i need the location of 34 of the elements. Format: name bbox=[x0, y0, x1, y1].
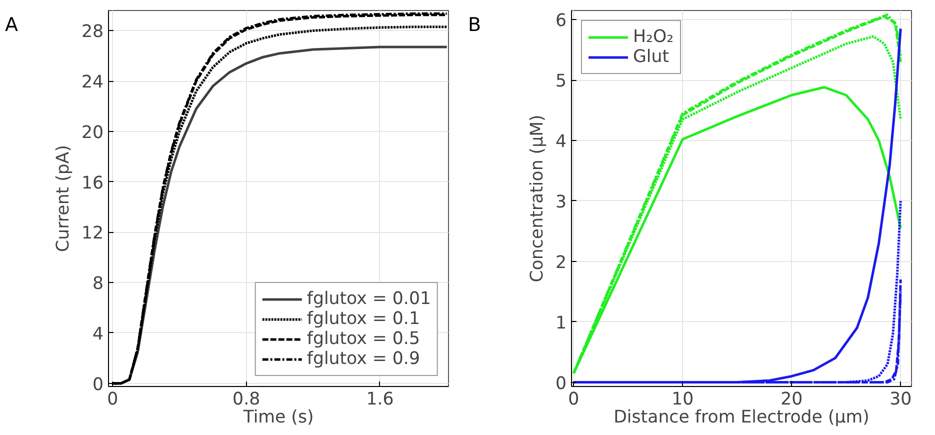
legend-label: H₂O₂ bbox=[633, 27, 674, 47]
y-tick-label: 0 bbox=[555, 374, 567, 394]
legend-label: fglutox = 0.5 bbox=[306, 329, 420, 349]
y-tick-label: 1 bbox=[555, 313, 567, 334]
y-tick-label: 3 bbox=[555, 192, 567, 212]
y-tick-label: 4 bbox=[555, 132, 567, 152]
legend-label: fglutox = 0.1 bbox=[306, 309, 420, 329]
x-tick-label: 0 bbox=[568, 390, 580, 410]
x-tick-label: 30 bbox=[890, 390, 912, 410]
x-tick-label: 20 bbox=[780, 390, 803, 410]
x-tick-label: 1.6 bbox=[366, 390, 394, 410]
y-tick-label: 5 bbox=[555, 72, 567, 92]
x-tick-label: 0.8 bbox=[232, 390, 260, 410]
y-tick-label: 28 bbox=[81, 22, 104, 42]
y-tick-label: 0 bbox=[92, 374, 104, 395]
y-tick-label: 4 bbox=[92, 324, 104, 344]
y-tick-label: 16 bbox=[81, 173, 104, 194]
text: A bbox=[5, 13, 18, 38]
x-axis-title: Time (s) bbox=[242, 408, 314, 428]
y-axis-title: Current (pA) bbox=[53, 145, 74, 252]
x-axis-title: Distance from Electrode (µm) bbox=[614, 408, 870, 428]
y-tick-label: 24 bbox=[81, 72, 104, 93]
y-tick-label: 20 bbox=[81, 122, 104, 143]
legend-label: fglutox = 0.01 bbox=[306, 289, 431, 309]
y-tick-label: 8 bbox=[92, 274, 104, 294]
y-tick-label: 2 bbox=[555, 252, 567, 273]
legend-label: Glut bbox=[633, 47, 670, 67]
x-tick-label: 10 bbox=[672, 390, 694, 410]
legend-label: fglutox = 0.9 bbox=[306, 349, 420, 369]
y-tick-label: 6 bbox=[555, 11, 567, 32]
x-tick-label: 0 bbox=[107, 390, 118, 410]
y-axis-title: Concentration (µM) bbox=[527, 114, 548, 282]
y-tick-label: 12 bbox=[81, 224, 104, 244]
text: B bbox=[468, 13, 482, 38]
